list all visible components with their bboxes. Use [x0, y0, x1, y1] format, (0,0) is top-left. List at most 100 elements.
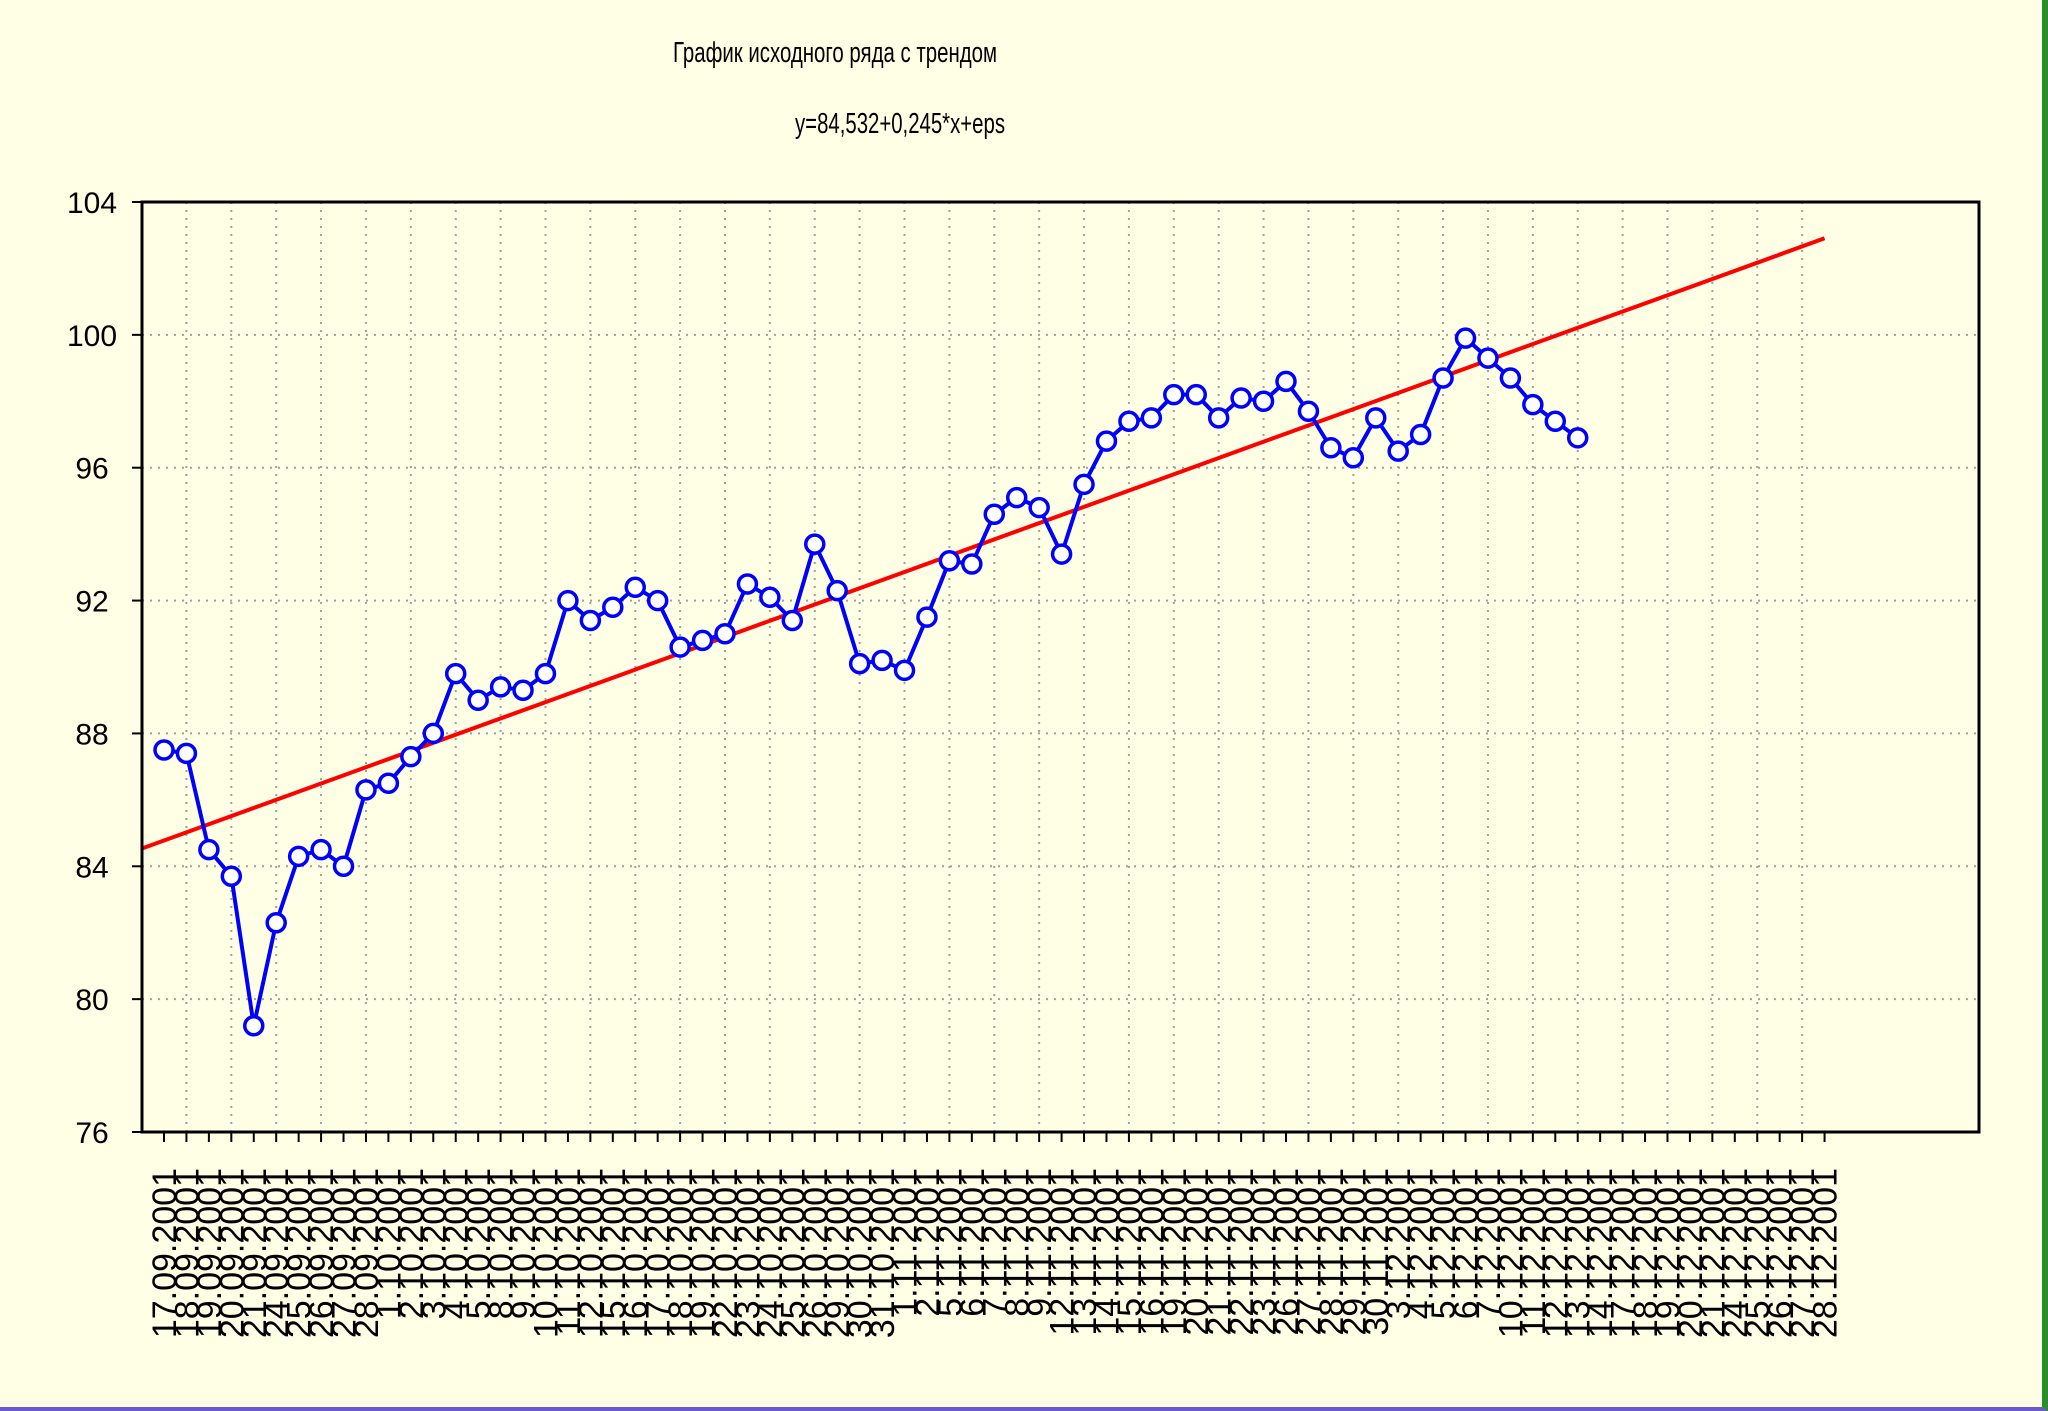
data-point — [400, 745, 422, 768]
data-point — [1432, 367, 1454, 389]
x-tick-label: 19.10.2001 — [685, 1168, 723, 1338]
x-tick-label: 9.11.2001 — [1021, 1168, 1059, 1317]
x-tick-label: 18.10.2001 — [662, 1168, 700, 1338]
data-point — [961, 553, 983, 575]
x-tick-label: 27.12.2001 — [1784, 1168, 1822, 1338]
x-tick-label: 2.10.2001 — [393, 1168, 431, 1319]
x-tick-label: 7.11.2001 — [976, 1168, 1014, 1317]
data-point — [759, 586, 781, 608]
x-tick-label: 13.12.2001 — [1560, 1168, 1598, 1338]
x-tick-label: 19.09.2001 — [191, 1168, 229, 1338]
plot-area — [142, 236, 1826, 1037]
data-point — [1005, 486, 1028, 509]
x-tick-label: 24.09.2001 — [258, 1168, 296, 1338]
x-tick-label: 21.09.2001 — [236, 1168, 274, 1338]
x-tick-label: 11.10.2001 — [550, 1168, 588, 1336]
x-tick-label: 27.09.2001 — [326, 1168, 364, 1338]
x-tick-label: 5.10.2001 — [460, 1168, 498, 1319]
data-point — [1028, 496, 1050, 519]
x-tick-label: 26.11.2001 — [1268, 1168, 1306, 1336]
x-tick-label: 26.10.2001 — [797, 1168, 835, 1338]
data-point — [153, 739, 175, 761]
x-tick-label: 18.12.2001 — [1627, 1168, 1665, 1338]
x-tick-label: 10.10.2001 — [527, 1168, 565, 1338]
data-point — [826, 579, 848, 602]
data-point — [557, 589, 579, 612]
x-tick-label: 30.11.2001 — [1358, 1168, 1396, 1336]
data-point — [1544, 410, 1567, 432]
x-tick-label: 29.11.2001 — [1335, 1168, 1373, 1336]
data-point — [1207, 407, 1230, 429]
data-point — [1073, 473, 1095, 496]
data-point — [1477, 347, 1499, 369]
x-tick-label: 5.11.2001 — [931, 1168, 969, 1317]
data-point — [1252, 390, 1275, 413]
x-tick-label: 6.12.2001 — [1448, 1168, 1486, 1319]
x-tick-label: 22.11.2001 — [1223, 1168, 1261, 1336]
data-point — [534, 662, 557, 685]
y-tick-label: 96 — [75, 453, 108, 486]
x-tick-label: 28.09.2001 — [348, 1168, 386, 1338]
chart-title: График исходного ряда с трендом — [673, 37, 997, 69]
x-tick-label: 27.11.2001 — [1290, 1168, 1328, 1336]
x-tick-label: 24.12.2001 — [1717, 1168, 1755, 1338]
x-tick-label: 8.11.2001 — [999, 1168, 1037, 1317]
x-tick-label: 14.12.2001 — [1582, 1168, 1620, 1338]
data-point — [579, 609, 602, 632]
data-point — [1095, 430, 1118, 452]
x-tick-label: 21.12.2001 — [1694, 1168, 1732, 1338]
x-tick-label: 4.12.2001 — [1403, 1168, 1441, 1319]
x-tick-label: 30.10.2001 — [842, 1168, 880, 1338]
data-point — [669, 636, 691, 658]
data-point — [602, 596, 624, 618]
data-point — [983, 503, 1006, 525]
data-point — [1454, 327, 1477, 349]
data-point — [1050, 543, 1073, 565]
x-tick-label: 16.10.2001 — [617, 1168, 655, 1338]
data-point — [489, 676, 512, 698]
x-tick-label: 15.11.2001 — [1111, 1168, 1149, 1336]
data-point — [714, 623, 736, 645]
x-tick-label: 16.11.2001 — [1133, 1168, 1171, 1336]
data-point — [1365, 407, 1387, 429]
x-tick-label: 25.09.2001 — [281, 1168, 319, 1338]
y-tick-label: 92 — [75, 586, 108, 619]
x-tick-label: 2.11.2001 — [909, 1168, 947, 1317]
data-point — [1275, 370, 1297, 393]
data-point — [220, 865, 243, 887]
x-tick-label: 17.09.2001 — [146, 1168, 184, 1338]
data-point — [1230, 387, 1252, 409]
data-point — [1566, 427, 1589, 449]
x-tick-label: 23.10.2001 — [729, 1168, 767, 1338]
x-tick-label: 20.12.2001 — [1672, 1168, 1710, 1338]
data-point — [736, 573, 759, 595]
x-tick-label: 1.11.2001 — [887, 1168, 925, 1317]
y-tick-label: 104 — [67, 187, 117, 220]
x-tick-label: 24.10.2001 — [752, 1168, 790, 1338]
x-tick-label: 11.12.2001 — [1515, 1168, 1553, 1336]
data-point — [624, 576, 646, 599]
data-point — [1499, 367, 1522, 389]
data-point — [781, 609, 804, 632]
y-tick-label: 84 — [75, 851, 108, 884]
data-point — [1163, 383, 1185, 406]
chart-subtitle: y=84,532+0,245*x+eps — [795, 108, 1005, 140]
data-point — [1342, 447, 1365, 469]
data-point — [377, 772, 400, 794]
data-point — [871, 649, 893, 672]
y-axis: 76 80 84 88 92 96 100 104 — [67, 187, 142, 1150]
data-point — [848, 652, 871, 675]
plot-border — [140, 200, 1981, 1134]
data-point — [1387, 440, 1409, 462]
x-axis: 17.09.200118.09.200119.09.200120.09.2001… — [146, 1132, 1845, 1338]
data-point — [1297, 400, 1320, 422]
x-tick-label: 5.12.2001 — [1425, 1168, 1463, 1319]
data-point — [243, 1014, 265, 1037]
data-point — [893, 659, 916, 682]
data-point — [1118, 410, 1140, 432]
data-point — [1140, 407, 1163, 429]
x-tick-label: 25.10.2001 — [774, 1168, 812, 1338]
data-point — [1320, 437, 1342, 459]
x-tick-label: 4.10.2001 — [438, 1168, 476, 1319]
